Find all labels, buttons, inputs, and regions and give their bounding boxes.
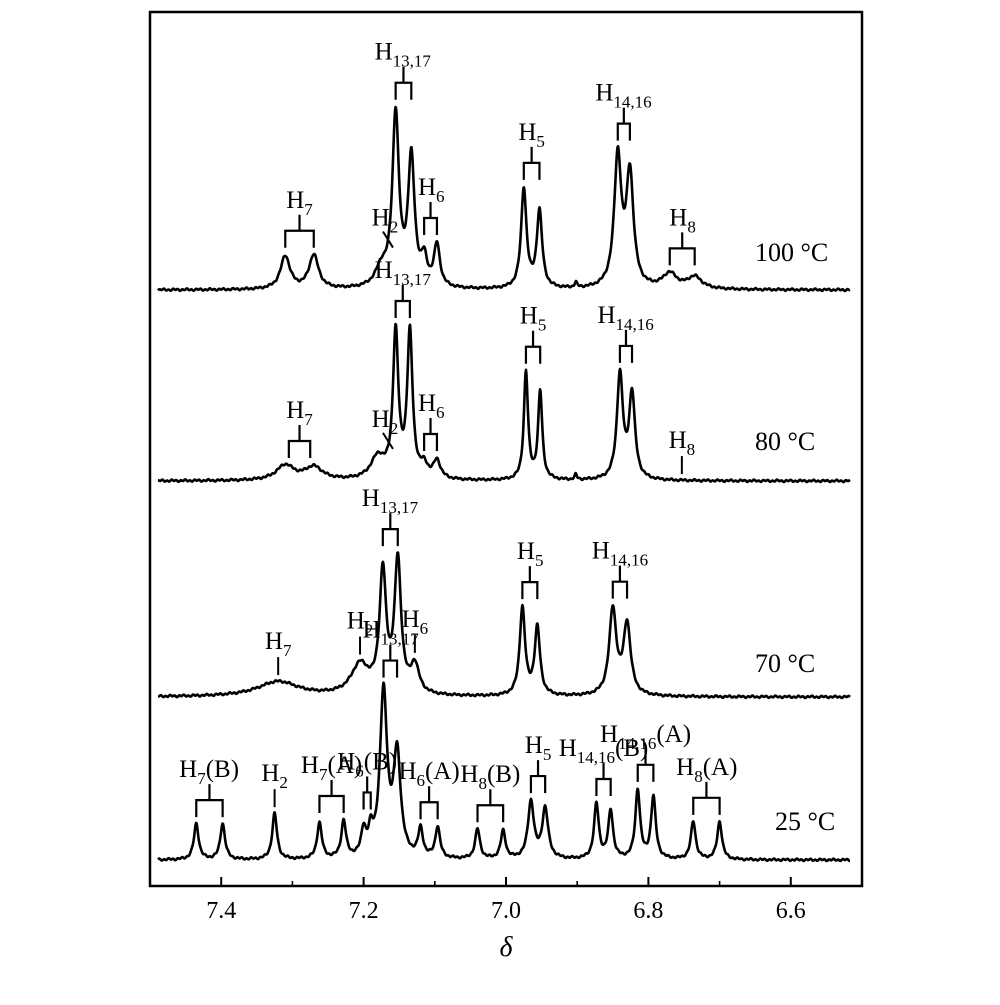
- peak-label: H2: [372, 205, 399, 237]
- peak-label: H2: [347, 608, 374, 640]
- peak-bracket: [362, 776, 372, 810]
- peak-bracket: [318, 779, 345, 813]
- peak-label: H5: [517, 538, 544, 570]
- peak-bracket: [381, 513, 399, 547]
- x-tick-label: 6.6: [776, 898, 806, 924]
- x-axis: 7.4 7.2 7.0 6.8 6.6: [149, 877, 863, 924]
- peak-label: H8: [669, 204, 696, 236]
- peak-pointer: [382, 432, 394, 450]
- peak-label: H14,16: [595, 80, 651, 112]
- x-axis-label: δ: [499, 932, 513, 963]
- peak-bracket: [284, 214, 315, 248]
- peak-bracket: [668, 232, 696, 266]
- peak-label: H13,17: [375, 257, 432, 289]
- peak-label: H6(B): [337, 748, 397, 780]
- spectrum-trace-0: [157, 105, 851, 293]
- temperature-label: 25 °C: [775, 807, 835, 836]
- peak-label: H6: [402, 606, 429, 638]
- peak-label: H7: [265, 628, 292, 660]
- peak-label: H8(A): [676, 754, 737, 786]
- peak-label: H2: [261, 760, 288, 792]
- spectrum-trace-2: [157, 551, 851, 700]
- peak-bracket: [382, 644, 399, 678]
- peak-label: H8(B): [460, 761, 520, 793]
- peak-bracket: [394, 284, 411, 318]
- peak-bracket: [394, 66, 413, 100]
- peak-bracket: [419, 786, 439, 820]
- peak-label: H14,16(A): [600, 721, 691, 753]
- peak-label: H7: [286, 187, 313, 219]
- temperature-label: 80 °C: [755, 427, 815, 456]
- peak-bracket: [595, 763, 612, 797]
- peak-label: H5: [525, 732, 552, 764]
- spectrum-trace-3: [157, 681, 851, 863]
- peak-pointer: [382, 231, 394, 249]
- peak-label: H7(B): [179, 756, 239, 788]
- peak-label: H14,16(B): [559, 735, 649, 767]
- peak-bracket: [195, 784, 224, 818]
- peak-label: H13,17: [362, 485, 419, 517]
- peak-label: H6: [418, 390, 445, 422]
- peak-bracket: [476, 789, 505, 823]
- spectrum-trace-1: [157, 322, 851, 484]
- peak-label: H7: [286, 397, 313, 429]
- peak-bracket: [618, 329, 634, 363]
- x-tick-label: 7.0: [491, 898, 521, 924]
- peak-bracket: [423, 201, 439, 235]
- peak-label: H6: [418, 174, 445, 206]
- peak-bracket: [611, 565, 629, 599]
- temperature-label: 100 °C: [755, 238, 828, 267]
- spectra-traces: [157, 105, 851, 863]
- x-tick-label: 6.8: [633, 898, 663, 924]
- peak-label: H6(A): [398, 758, 459, 790]
- peak-bracket: [287, 425, 312, 459]
- peak-label: H5: [520, 303, 547, 335]
- peak-label: H8: [669, 427, 696, 459]
- peak-bracket: [616, 107, 631, 141]
- peak-bracket: [522, 146, 541, 180]
- peak-label: H7(A): [301, 752, 362, 784]
- x-tick-label: 7.2: [349, 898, 379, 924]
- peak-bracket: [529, 760, 547, 794]
- peak-label: H5: [518, 119, 545, 151]
- temperature-labels: 100 °C 80 °C 70 °C 25 °C: [755, 238, 835, 836]
- peak-bracket: [524, 330, 542, 364]
- peak-bracket: [636, 748, 655, 782]
- temperature-label: 70 °C: [755, 649, 815, 678]
- peak-bracket: [423, 417, 439, 451]
- peak-bracket: [692, 781, 721, 815]
- peak-bracket: [521, 566, 539, 600]
- peak-label: H13,17: [362, 617, 419, 649]
- peak-label: H14,16: [592, 538, 648, 570]
- peak-label: H13,17: [375, 39, 432, 71]
- peak-label: H14,16: [597, 302, 653, 334]
- peak-label: H2: [372, 406, 399, 438]
- x-tick-label: 7.4: [206, 898, 236, 924]
